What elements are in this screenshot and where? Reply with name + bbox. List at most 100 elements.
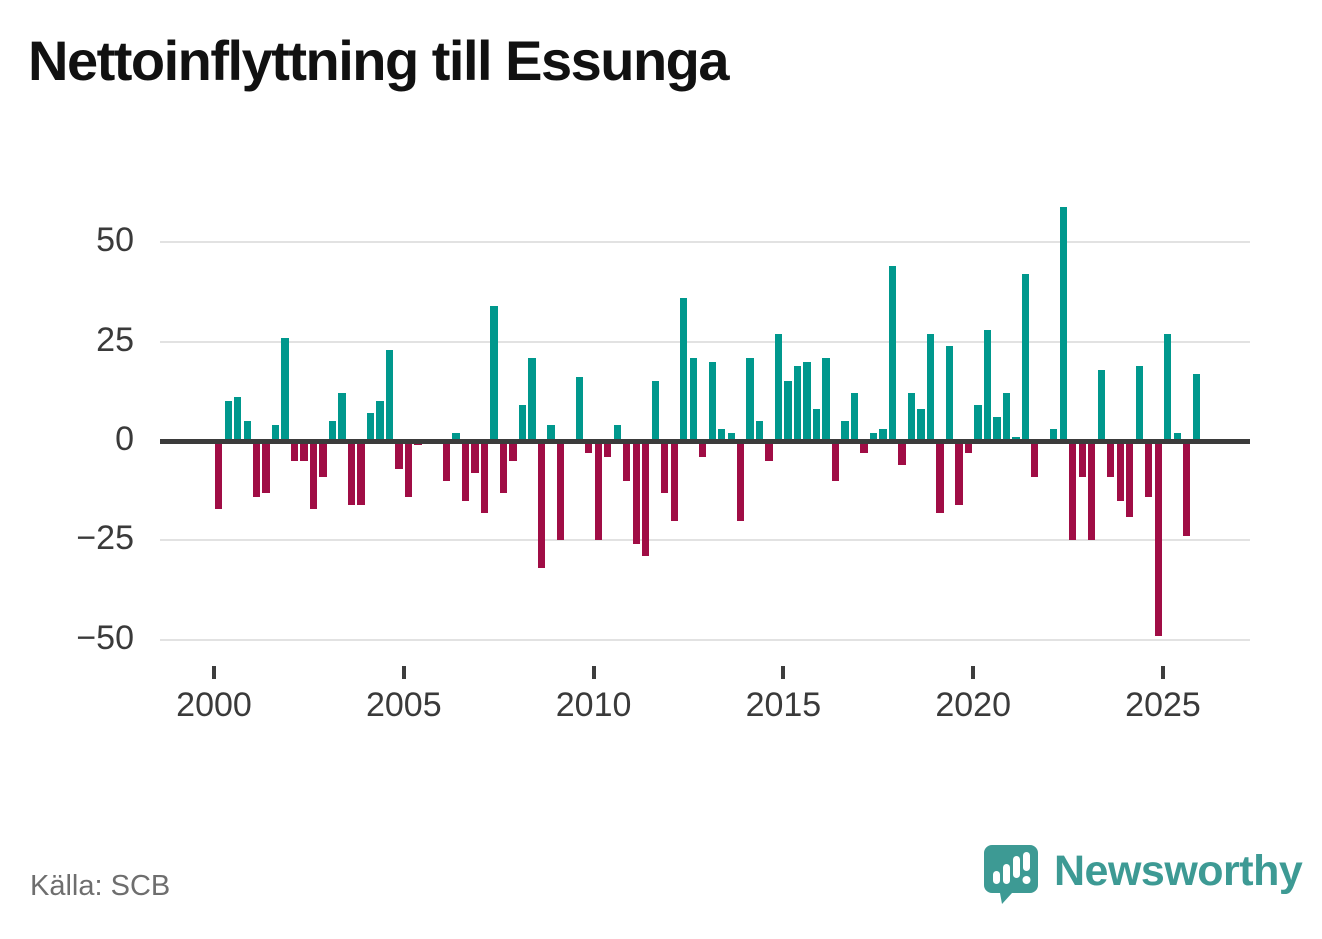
gridline-y-25 (160, 340, 1250, 343)
y-axis-tick-label: 25 (96, 320, 134, 359)
newsworthy-logo-icon (982, 843, 1040, 910)
bar-quarter-2020-q3 (993, 417, 1001, 441)
bar-quarter-2024-q3 (1145, 441, 1153, 497)
x-axis-tick-2020 (971, 666, 976, 679)
bar-quarter-2023-q4 (1116, 441, 1124, 501)
bar-quarter-2005-q1 (404, 441, 413, 497)
bar-quarter-2012-q4 (699, 441, 707, 457)
newsworthy-logo: Newsworthy (982, 843, 1303, 910)
bar-quarter-2003-q3 (347, 441, 356, 505)
bar-quarter-2015-q1 (784, 381, 792, 441)
bar-quarter-2000-q4 (243, 421, 251, 441)
bar-quarter-2000-q1 (215, 441, 223, 509)
x-axis-tick-label: 2000 (176, 686, 252, 724)
bar-quarter-2004-q2 (376, 401, 384, 441)
bar-quarter-2020-q1 (974, 405, 982, 441)
bar-quarter-2009-q3 (575, 377, 583, 441)
source-note: Källa: SCB (30, 870, 171, 902)
bar-quarter-2016-q3 (841, 421, 849, 441)
bar-quarter-2016-q2 (831, 441, 840, 481)
bar-quarter-2015-q4 (812, 409, 821, 441)
x-axis-tick-label: 2005 (365, 686, 442, 724)
bar-quarter-2003-q1 (328, 421, 337, 441)
bar-quarter-2011-q2 (642, 441, 650, 557)
bar-quarter-2004-q1 (366, 413, 375, 441)
bar-quarter-2020-q4 (1002, 393, 1011, 441)
bar-quarter-2025-q3 (1183, 441, 1191, 537)
bar-quarter-2022-q4 (1078, 441, 1086, 477)
x-axis-tick-label: 2020 (935, 686, 1011, 724)
bar-quarter-2012-q1 (670, 441, 678, 521)
bar-quarter-2010-q2 (604, 441, 612, 457)
y-axis-tick-label: −25 (76, 519, 134, 558)
bar-quarter-2002-q1 (290, 441, 299, 461)
bar-quarter-2013-q2 (718, 429, 726, 441)
bar-quarter-2010-q1 (594, 441, 602, 541)
bar-quarter-2019-q3 (955, 441, 963, 505)
bar-quarter-2012-q3 (689, 357, 697, 441)
bar-quarter-2006-q1 (442, 441, 451, 481)
bar-quarter-2020-q2 (983, 329, 992, 441)
bar-quarter-2018-q1 (898, 441, 906, 465)
bar-quarter-2019-q4 (964, 441, 973, 453)
bar-quarter-2013-q3 (727, 433, 735, 441)
bar-quarter-2010-q3 (613, 425, 621, 441)
x-axis-tick-label: 2010 (555, 686, 632, 724)
bar-quarter-2001-q2 (262, 441, 270, 493)
bar-quarter-2023-q3 (1107, 441, 1115, 477)
bar-quarter-2001-q1 (253, 441, 261, 497)
bar-quarter-2024-q1 (1126, 441, 1134, 517)
gridline-y-50 (160, 241, 1250, 244)
y-axis-tick-label: 50 (96, 221, 134, 260)
bar-quarter-2017-q1 (860, 441, 868, 453)
bar-quarter-2022-q3 (1069, 441, 1077, 541)
bar-quarter-2003-q4 (357, 441, 365, 505)
x-axis-tick-label: 2015 (745, 686, 822, 724)
bar-quarter-2016-q4 (850, 393, 859, 441)
bar-quarter-2021-q3 (1031, 441, 1039, 477)
bar-quarter-2002-q3 (309, 441, 318, 509)
x-axis-tick-2010 (591, 666, 596, 679)
bar-quarter-2009-q4 (585, 441, 593, 453)
x-axis-tick-2025 (1161, 666, 1165, 679)
bar-quarter-2022-q2 (1059, 206, 1067, 441)
bar-quarter-2021-q2 (1021, 274, 1029, 441)
bar-quarter-2018-q2 (907, 393, 916, 441)
bar-quarter-2025-q1 (1164, 333, 1172, 441)
gridline-y--50 (160, 638, 1250, 641)
bar-quarter-2023-q1 (1088, 441, 1096, 541)
y-axis-tick-label: 0 (115, 420, 134, 458)
bar-quarter-2024-q4 (1154, 441, 1162, 636)
bar-quarter-2007-q3 (499, 441, 508, 493)
bar-quarter-2012-q2 (680, 298, 688, 441)
bar-quarter-2014-q1 (746, 357, 754, 441)
bar-quarter-2011-q4 (661, 441, 669, 493)
bar-quarter-2009-q1 (556, 441, 564, 541)
bar-quarter-2013-q1 (708, 361, 716, 441)
bar-quarter-2011-q1 (632, 441, 640, 545)
bar-quarter-2022-q1 (1050, 429, 1058, 441)
bar-quarter-2006-q3 (461, 441, 470, 501)
newsworthy-logo-text: Newsworthy (1054, 847, 1303, 895)
bar-quarter-2025-q2 (1173, 433, 1181, 441)
x-axis-tick-label: 2025 (1125, 686, 1201, 724)
y-axis-tick-label: −50 (76, 618, 134, 657)
bar-quarter-2001-q3 (271, 425, 280, 441)
gridline-y--25 (160, 539, 1250, 542)
bar-quarter-2023-q2 (1097, 369, 1105, 441)
bar-quarter-2003-q2 (338, 393, 346, 441)
bar-quarter-2006-q2 (452, 433, 460, 441)
bar-quarter-2008-q3 (537, 441, 546, 569)
bar-quarter-2016-q1 (822, 357, 830, 441)
bar-quarter-2013-q4 (737, 441, 745, 521)
bar-quarter-2011-q3 (651, 381, 659, 441)
bar-quarter-2018-q4 (926, 333, 935, 441)
bar-quarter-2017-q4 (888, 266, 897, 441)
bar-quarter-2008-q1 (518, 405, 527, 441)
bar-quarter-2000-q3 (234, 397, 242, 441)
chart-title: Nettoinflyttning till Essunga (28, 29, 730, 92)
bar-quarter-2018-q3 (917, 409, 925, 441)
bar-quarter-2006-q4 (471, 441, 479, 473)
bar-quarter-2010-q4 (623, 441, 631, 481)
